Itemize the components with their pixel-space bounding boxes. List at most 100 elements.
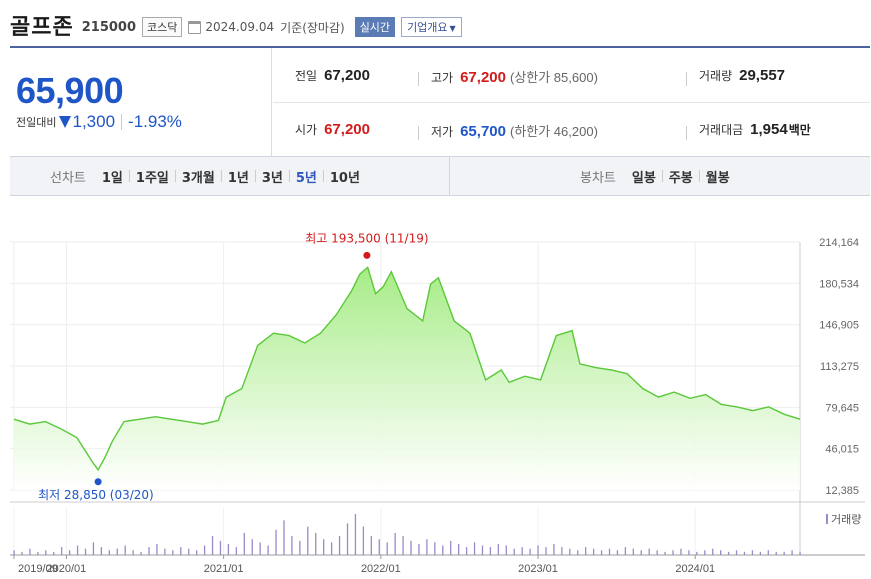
volume-bar: [140, 551, 142, 555]
stat-prev-close: 전일 67,200: [295, 67, 370, 84]
volume-bar: [751, 550, 754, 555]
volume-bar: [370, 536, 372, 555]
tab-3m[interactable]: 3개월: [181, 170, 215, 186]
volume-bar: [672, 550, 674, 555]
volume-bar: [608, 548, 611, 555]
volume-bar: [791, 550, 793, 555]
x-tick-label: 2022/01: [361, 563, 401, 575]
stat-label: 전일: [295, 69, 318, 83]
volume-bar: [124, 545, 126, 555]
volume-bar: [76, 545, 79, 555]
stats-row-divider: [273, 102, 870, 103]
volume-bar: [211, 536, 214, 555]
volume-bar: [227, 543, 230, 555]
stock-name: 골프존: [10, 15, 74, 40]
y-tick-label: 12,385: [825, 485, 859, 497]
stat-label: 거래대금: [699, 123, 744, 137]
y-tick-label: 113,275: [820, 361, 859, 373]
min-annotation: 최저 28,850 (03/20): [38, 488, 154, 502]
volume-legend-swatch: [826, 514, 828, 524]
volume-bar: [29, 548, 31, 555]
tab-3y[interactable]: 3년: [261, 170, 283, 186]
volume-bar: [394, 532, 396, 555]
volume-bar: [505, 545, 507, 555]
volume-bar: [386, 542, 388, 555]
volume-bar: [378, 539, 380, 555]
tab-1w[interactable]: 1주일: [135, 170, 169, 186]
volume-bar: [640, 550, 642, 555]
volume-bar: [592, 548, 595, 555]
tab-weekly[interactable]: 주봉: [668, 170, 693, 186]
max-annotation: 최고 193,500 (11/19): [305, 231, 428, 245]
stat-open: 시가 67,200: [295, 121, 370, 138]
tab-separator: [128, 170, 130, 182]
volume-bar: [735, 550, 738, 555]
tab-10y[interactable]: 10년: [329, 170, 360, 186]
change-percent: -1.93%: [128, 112, 182, 131]
volume-bar: [458, 543, 460, 555]
stat-unit: 백만: [788, 123, 811, 137]
volume-bar: [323, 539, 325, 555]
realtime-button[interactable]: 실시간: [354, 16, 396, 37]
volume-legend: 거래량: [831, 513, 861, 526]
stat-value: 67,200: [324, 121, 370, 138]
stat-label: 시가: [295, 123, 318, 137]
tab-monthly[interactable]: 월봉: [705, 170, 730, 186]
volume-bar: [61, 547, 63, 555]
tab-separator: [698, 170, 700, 182]
tab-1y[interactable]: 1년: [227, 170, 249, 186]
volume-bar: [267, 545, 269, 555]
volume-bar: [664, 551, 666, 555]
volume-bar: [720, 550, 722, 555]
tab-separator: [322, 170, 324, 182]
volume-bar: [529, 548, 531, 555]
volume-bar: [21, 551, 23, 555]
volume-bar: [196, 550, 198, 555]
tab-daily[interactable]: 일봉: [631, 170, 656, 186]
volume-bar: [545, 547, 547, 555]
volume-bar: [410, 540, 412, 555]
x-tick-label: 2021/01: [204, 563, 244, 575]
max-marker: [363, 251, 371, 259]
volume-bar: [68, 550, 71, 555]
tab-separator: [288, 170, 290, 182]
stat-separator: [418, 126, 419, 140]
tab-separator: [661, 170, 663, 182]
down-triangle-icon: [59, 116, 72, 128]
volume-bar: [203, 545, 206, 555]
tab-1d[interactable]: 1일: [101, 170, 123, 186]
price-area: [14, 267, 800, 490]
volume-bar: [600, 550, 603, 555]
volume-bar: [569, 548, 571, 555]
volume-bar: [84, 548, 87, 555]
upper-limit: (상한가 85,600): [509, 70, 598, 85]
stat-separator: [418, 72, 419, 86]
stat-label: 고가: [431, 71, 454, 85]
volume-bar: [307, 526, 309, 555]
volume-bar: [712, 548, 714, 555]
stat-high: 고가 67,200 (상한가 85,600): [431, 67, 598, 86]
volume-bar: [180, 547, 182, 555]
volume-bar: [354, 514, 357, 555]
stat-low: 저가 65,700 (하한가 46,200): [431, 121, 598, 140]
volume-bar: [37, 551, 39, 555]
tab-5y[interactable]: 5년: [295, 170, 317, 186]
volume-bar: [465, 547, 468, 555]
volume-bar: [426, 539, 428, 555]
volume-bar: [92, 542, 95, 555]
volume-bar: [513, 548, 515, 555]
stat-value: 67,200: [460, 69, 506, 86]
volume-bar: [450, 540, 452, 555]
line-chart-tabs: 선차트 1일 1주일 3개월 1년 3년 5년 10년: [50, 157, 366, 195]
volume-bar: [688, 550, 690, 555]
volume-bar: [330, 542, 333, 555]
volume-bar: [132, 550, 134, 555]
y-tick-label: 180,534: [819, 278, 859, 290]
price-chart[interactable]: 214,164 180,534 146,905 113,275 79,645 46,015…: [10, 228, 865, 579]
tabs-divider: [449, 157, 450, 195]
change-amount: 1,300: [72, 112, 116, 131]
quote-date: 2024.09.04: [205, 20, 275, 34]
volume-bar: [616, 550, 619, 555]
company-overview-dropdown[interactable]: 기업개요 ▼: [401, 16, 462, 37]
volume-bar: [172, 550, 174, 555]
